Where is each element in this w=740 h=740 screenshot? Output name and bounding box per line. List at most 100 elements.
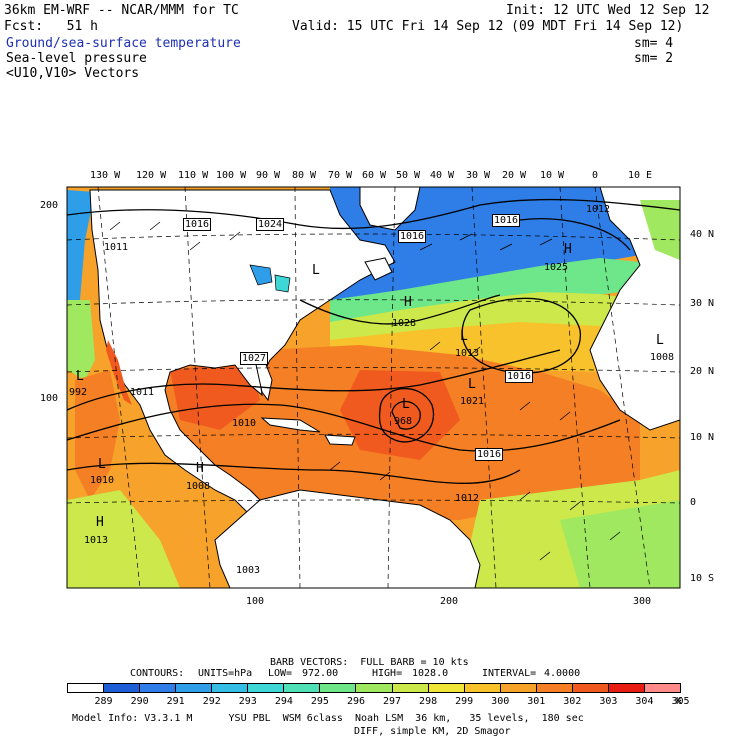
isobar-label: 1016 [505,370,534,383]
grid-y-label: 100 [40,393,59,404]
legend-swatch [139,683,177,693]
legend-swatch [211,683,249,693]
legend-swatch [535,683,573,693]
isobar-label: 1021 [460,396,485,407]
field-wind-label: <U10,V10> Vectors [6,66,140,81]
isobar-label: 1028 [392,318,417,329]
field-slp-label: Sea-level pressure [6,51,147,66]
contours-units: UNITS=hPa [198,668,253,679]
contours-interval-label: INTERVAL= [482,668,537,679]
lat-label: 30 N [690,298,715,309]
legend-swatch [571,683,609,693]
legend-label: 294 [274,696,293,707]
model-info: Model Info: V3.3.1 M YSU PBL WSM 6class … [72,713,584,724]
lon-label: 70 W [328,170,353,181]
legend-unit: K [676,696,683,707]
lon-label: 90 W [256,170,281,181]
lat-label: 0 [690,497,697,508]
legend-label: 296 [346,696,365,707]
isobar-label: 992 [69,387,88,398]
legend-label: 304 [635,696,654,707]
lon-label: 10 E [628,170,653,181]
lon-label: 130 W [90,170,121,181]
legend-label: 298 [419,696,438,707]
lat-label: 10 S [690,573,715,584]
grid-x-label: 200 [440,596,459,607]
grid-y-label: 200 [40,200,59,211]
lon-label: 100 W [216,170,247,181]
contours-high-value: 1028.0 [412,668,449,679]
field-sst-label: Ground/sea-surface temperature [6,36,241,51]
lat-label: 20 N [690,366,715,377]
isobar-label: 1008 [186,481,211,492]
legend-swatch [67,683,105,693]
legend-label: 299 [455,696,474,707]
lon-label: 40 W [430,170,455,181]
lon-label: 50 W [396,170,421,181]
pressure-center-marker: L [402,397,410,412]
legend-swatch [643,683,681,693]
lat-label: 40 N [690,229,715,240]
contours-high-label: HIGH= [372,668,403,679]
legend-label: 293 [238,696,257,707]
isobar-label: 1012 [455,493,480,504]
forecast-hour: Fcst: 51 h [4,19,98,34]
lat-label: 10 N [690,432,715,443]
isobar-label: 1011 [104,242,129,253]
lon-label: 10 W [540,170,565,181]
lon-label: 80 W [292,170,317,181]
legend-label: 290 [130,696,149,707]
isobar-label: 1013 [84,535,109,546]
pressure-center-marker: L [312,263,320,278]
isobar-label: 1016 [183,218,212,231]
field-sst-smoothing: sm= 4 [634,36,674,51]
valid-time: Valid: 15 UTC Fri 14 Sep 12 (09 MDT Fri … [292,19,684,34]
legend-label: 305 [671,696,690,707]
isobar-label: 968 [394,416,413,427]
legend-label: 303 [599,696,618,707]
barb-vectors-info: BARB VECTORS: FULL BARB = 10 kts [270,657,469,668]
legend-swatch [499,683,537,693]
grid-x-label: 100 [246,596,265,607]
legend-swatch [283,683,321,693]
isobar-label: 1027 [240,352,269,365]
pressure-center-marker: L [460,329,468,344]
contours-low-label: LOW= [268,668,293,679]
isobar-label: 1016 [398,230,427,243]
pressure-center-marker: L [76,369,84,384]
model-title: 36km EM-WRF -- NCAR/MMM for TC [4,3,239,18]
legend-label: 300 [491,696,510,707]
legend-label: 301 [527,696,546,707]
legend-label: 292 [202,696,221,707]
isobar-label: 1016 [492,214,521,227]
legend-label: 295 [310,696,329,707]
pressure-center-marker: H [196,461,204,476]
legend-label: 289 [94,696,113,707]
isobar-label: 1011 [130,387,155,398]
isobar-label: 1003 [236,565,261,576]
legend-swatch [319,683,357,693]
lon-label: 110 W [178,170,209,181]
contours-label: CONTOURS: [130,668,185,679]
pressure-center-marker: H [96,515,104,530]
legend-label: 297 [382,696,402,707]
isobar-label: 1025 [544,262,569,273]
contours-low-value: 972.00 [302,668,339,679]
legend-swatch [247,683,285,693]
legend-swatch [607,683,645,693]
legend-label: 302 [563,696,582,707]
legend-label: 291 [166,696,185,707]
isobar-label: 1024 [256,218,285,231]
isobar-label: 1012 [586,204,611,215]
isobar-label: 1016 [475,448,504,461]
model-info-physics: DIFF, simple KM, 2D Smagor [354,726,511,737]
legend-swatch [463,683,501,693]
pressure-center-marker: H [404,295,412,310]
isobar-label: 1010 [232,418,257,429]
legend-swatch [355,683,393,693]
grid-x-label: 300 [633,596,652,607]
legend-swatch [175,683,213,693]
pressure-center-marker: L [656,333,664,348]
pressure-center-marker: L [468,377,476,392]
